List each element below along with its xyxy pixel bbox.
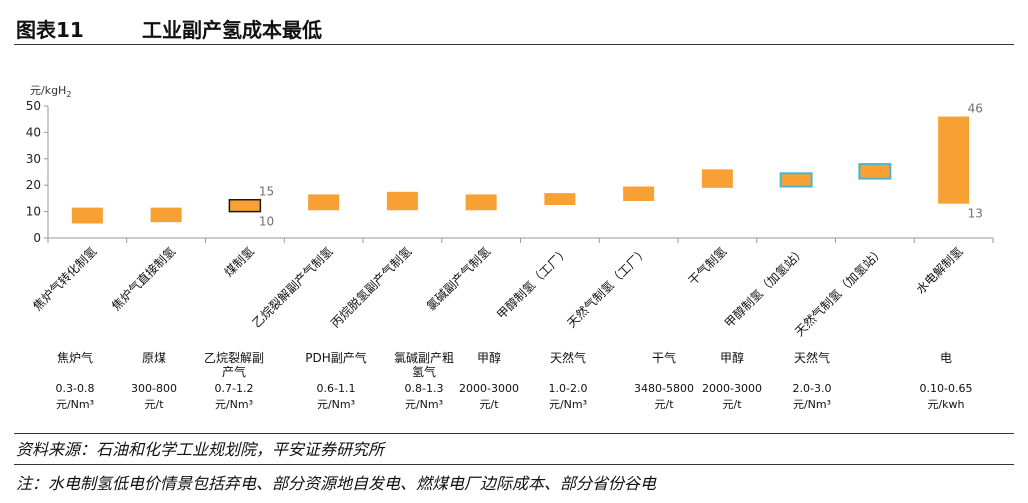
- figure-label: 图表11: [16, 18, 84, 42]
- category-label: 天然气制氢（加氢站）: [792, 244, 887, 339]
- bar-6: [465, 194, 497, 211]
- category-label: 乙烷裂解副产气制氢: [249, 244, 336, 331]
- category-label: 焦炉气直接制氢: [108, 244, 178, 314]
- y-tick-label: 0: [33, 231, 41, 245]
- data-label-high: 46: [968, 102, 983, 116]
- bar-2: [150, 207, 182, 223]
- feedstock-name: 氯碱副产粗氢气: [394, 351, 454, 379]
- feedstock-unit: 元/Nm³: [405, 398, 443, 411]
- feedstock-price: 0.6-1.1: [317, 382, 356, 395]
- y-tick-label: 20: [26, 178, 41, 192]
- feedstock-name: 电: [940, 351, 952, 365]
- feedstock-unit: 元/kwh: [927, 398, 964, 411]
- feedstock-name: PDH副产气: [305, 350, 367, 365]
- feedstock-price: 1.0-2.0: [549, 382, 588, 395]
- category-label: 煤制氢: [221, 244, 257, 280]
- feedstock-unit: 元/t: [654, 398, 674, 411]
- feedstock-price: 2.0-3.0: [793, 382, 832, 395]
- bar-7: [544, 193, 576, 205]
- category-label: 焦炉气转化制氢: [29, 244, 99, 314]
- bar-8: [623, 186, 655, 202]
- footer-divider-top: [14, 433, 1014, 434]
- feedstock-unit: 元/t: [479, 398, 499, 411]
- feedstock-unit: 元/Nm³: [793, 398, 831, 411]
- feedstock-name: 甲醇: [720, 350, 744, 365]
- title-bar: 图表11 工业副产氢成本最低: [14, 10, 1014, 45]
- feedstock-price: 0.3-0.8: [56, 382, 95, 395]
- category-label: 干气制氢: [685, 244, 730, 289]
- category-label: 水电解制氢: [913, 244, 966, 297]
- feedstock-unit: 元/t: [722, 398, 742, 411]
- footnote: 注：水电制氢低电价情景包括弃电、部分资源地自发电、燃煤电厂边际成本、部分省份谷电: [16, 474, 657, 493]
- feedstock-price: 0.10-0.65: [920, 382, 973, 395]
- bar-11: [858, 163, 892, 180]
- feedstock-price: 300-800: [131, 382, 177, 395]
- y-tick-label: 40: [26, 125, 41, 139]
- category-label: 丙烷脱氢副产气制氢: [328, 244, 415, 331]
- y-tick-label: 30: [26, 152, 41, 166]
- feedstock-name: 焦炉气: [57, 350, 93, 365]
- feedstock-name: 乙烷裂解副产气: [204, 351, 264, 379]
- feedstock-unit: 元/Nm³: [56, 398, 94, 411]
- figure-title: 工业副产氢成本最低: [142, 18, 322, 42]
- y-tick-label: 10: [26, 205, 41, 219]
- y-axis-label: 元/kgH2: [30, 84, 71, 99]
- feedstock-price: 3480-5800: [634, 382, 694, 395]
- y-tick-label: 50: [26, 99, 41, 113]
- bar-12: [938, 116, 970, 204]
- feedstock-unit: 元/Nm³: [215, 398, 253, 411]
- feedstock-name: 干气: [652, 350, 676, 365]
- feedstock-name: 天然气: [794, 350, 830, 365]
- feedstock-price: 0.7-1.2: [215, 382, 254, 395]
- data-label-high: 15: [259, 185, 274, 199]
- feedstock-unit: 元/Nm³: [549, 398, 587, 411]
- feedstock-name: 天然气: [550, 350, 586, 365]
- feedstock-name: 甲醇: [477, 350, 501, 365]
- feedstock-price: 0.8-1.3: [405, 382, 444, 395]
- feedstock-price: 2000-3000: [459, 382, 519, 395]
- category-label: 氯碱副产气制氢: [423, 244, 493, 314]
- bar-5: [386, 191, 418, 211]
- bar-9: [701, 169, 733, 188]
- source-note: 资料来源：石油和化学工业规划院，平安证券研究所: [16, 440, 385, 459]
- data-label-low: 10: [259, 215, 274, 229]
- category-label: 甲醇制氢（工厂）: [493, 244, 571, 322]
- feedstock-name: 原煤: [142, 351, 166, 365]
- feedstock-price: 2000-3000: [702, 382, 762, 395]
- bar-10: [779, 172, 813, 188]
- footer-divider-middle: [14, 464, 1014, 465]
- category-label: 天然气制氢（工厂）: [564, 244, 651, 331]
- cost-chart: 元/kgH2 0 10 20 30 40 50 15 10 46 13 焦炉气转化制氢 焦炉气直接制氢 煤…: [26, 84, 994, 411]
- feedstock-unit: 元/t: [144, 398, 164, 411]
- bar-1: [71, 207, 103, 224]
- feedstock-unit: 元/Nm³: [317, 398, 355, 411]
- data-label-low: 13: [968, 207, 983, 221]
- bar-4: [308, 194, 340, 211]
- category-label: 甲醇制氢（加氢站）: [721, 244, 808, 331]
- bar-3: [228, 198, 262, 213]
